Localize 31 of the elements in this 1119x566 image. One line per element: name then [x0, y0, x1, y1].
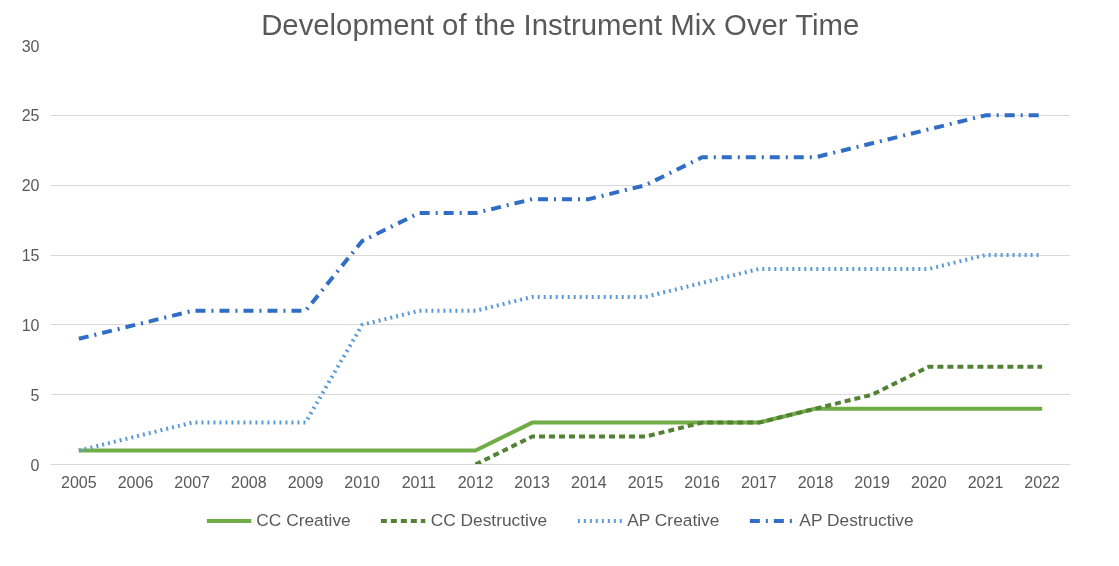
- y-tick-label: 25: [21, 107, 40, 125]
- x-tick-label: 2022: [1024, 473, 1061, 491]
- x-tick-label: 2008: [231, 473, 267, 491]
- x-tick-label: 2020: [911, 473, 947, 491]
- x-tick-label: 2016: [684, 473, 721, 491]
- x-tick-label: 2009: [287, 473, 324, 491]
- x-tick-label: 2013: [514, 473, 551, 491]
- x-tick-label: 2014: [571, 473, 607, 491]
- legend-label: AP Destructive: [799, 509, 914, 531]
- x-tick-label: 2018: [797, 473, 834, 491]
- y-tick-label: 30: [21, 37, 40, 55]
- legend-label: AP Creative: [627, 509, 720, 531]
- legend-label: CC Creative: [256, 509, 351, 531]
- y-tick-label: 0: [30, 456, 40, 474]
- chart-title: Development of the Instrument Mix Over Time: [261, 7, 860, 41]
- x-tick-label: 2019: [854, 473, 891, 491]
- x-tick-label: 2012: [457, 473, 494, 491]
- x-tick-label: 2011: [401, 473, 437, 491]
- x-tick-label: 2021: [967, 473, 1004, 491]
- legend-label: CC Destructive: [430, 509, 548, 531]
- x-tick-label: 2005: [61, 473, 97, 491]
- x-tick-label: 2010: [344, 473, 381, 491]
- x-tick-label: 2017: [741, 473, 777, 491]
- x-tick-label: 2006: [117, 473, 154, 491]
- y-tick-label: 20: [21, 177, 40, 195]
- y-tick-label: 5: [30, 386, 40, 404]
- y-tick-label: 15: [21, 247, 40, 264]
- x-tick-label: 2007: [174, 473, 211, 491]
- x-tick-label: 2015: [627, 473, 664, 491]
- line-series: [473, 364, 1045, 465]
- y-tick-label: 10: [21, 316, 40, 334]
